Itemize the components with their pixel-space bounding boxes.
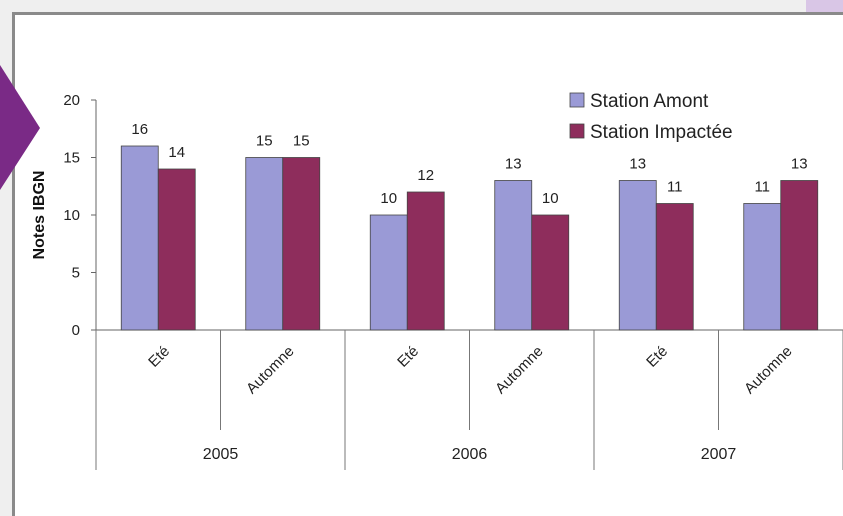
legend-swatch-station-impactee [569,123,585,139]
data-label: 15 [256,133,273,150]
data-label: 10 [542,190,559,207]
bar-station-amont [369,214,408,331]
legend-swatch-station-amont [569,92,585,108]
bar-station-amont [743,203,782,331]
data-label: 13 [629,156,646,173]
category-label: Automne [243,343,297,397]
legend: Station Amont Station Impactée [569,91,733,143]
y-tick-label: 5 [72,265,80,282]
legend-label-station-impactee: Station Impactée [590,122,733,143]
data-label: 16 [131,121,148,138]
bar-station-impactee [406,191,445,331]
data-label: 14 [168,144,185,161]
year-labels: 2005 2006 2007 [203,446,737,463]
category-label: Automne [492,343,546,397]
bar-station-amont [245,157,284,331]
y-tick-label: 10 [63,207,80,224]
bar-station-impactee [655,203,694,331]
category-label: Eté [643,343,671,371]
y-tick-label: 20 [63,92,80,109]
y-tick-label: 15 [63,150,80,167]
data-label: 13 [505,156,522,173]
data-label: 12 [417,167,434,184]
data-label: 15 [293,133,310,150]
corner-tab-decoration [806,0,843,14]
bar-station-impactee [531,214,570,331]
bar-station-impactee [157,168,196,331]
data-labels: 16 14 15 15 10 12 13 10 13 11 11 13 [131,121,807,207]
bar-station-amont [494,180,533,331]
bars [120,145,819,331]
bar-station-impactee [780,180,819,331]
data-label: 10 [380,190,397,207]
bar-station-impactee [282,157,321,331]
category-label: Eté [394,343,422,371]
legend-label-station-amont: Station Amont [590,91,709,112]
bar-station-amont [618,180,657,331]
category-label: Automne [741,343,795,397]
purple-arrow-shape [0,65,40,190]
data-label: 13 [791,156,808,173]
data-label: 11 [667,179,683,196]
category-label: Eté [145,343,173,371]
y-tick-label: 0 [72,322,80,339]
data-label: 11 [754,179,770,196]
year-label: 2006 [452,446,488,463]
y-ticks: 0 5 10 15 20 [63,92,96,339]
year-label: 2007 [701,446,737,463]
y-axis-label: Notes IBGN [31,171,48,260]
bar-station-amont [120,145,159,331]
year-label: 2005 [203,446,239,463]
